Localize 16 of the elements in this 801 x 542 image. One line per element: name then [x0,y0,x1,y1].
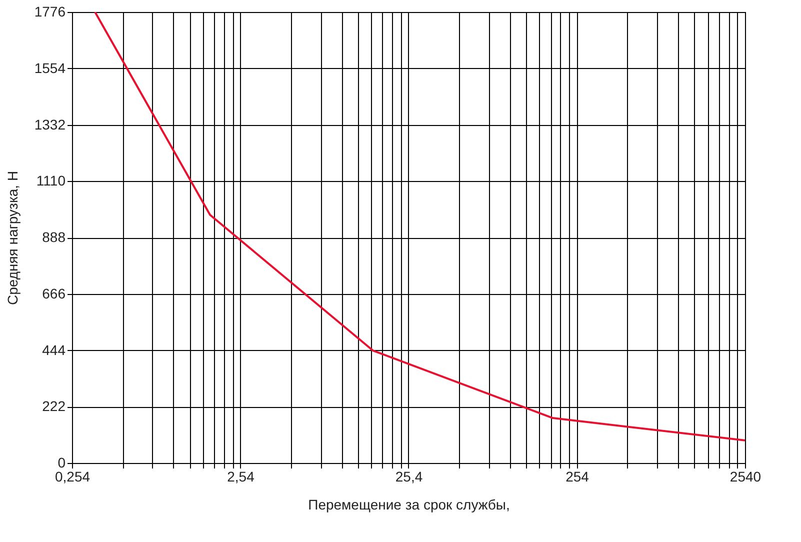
y-tick-label: 1776 [34,4,66,20]
x-tick-label: 2540 [730,468,762,484]
y-tick-label: 0 [58,454,66,470]
y-tick-label: 222 [42,398,66,414]
y-tick-label: 1332 [34,116,66,132]
y-tick-label: 888 [42,229,66,245]
x-tick-label: 254 [566,468,590,484]
y-axis-title: Средняя нагрузка, Н [4,170,20,306]
y-tick-label: 444 [42,342,66,358]
x-tick-label: 2,54 [227,468,255,484]
x-tick-label: 0,254 [54,468,90,484]
y-tick-label: 666 [42,285,66,302]
y-tick-label: 1554 [34,60,66,76]
x-tick-label: 25,4 [395,468,423,484]
x-axis-title: Перемещение за срок службы, [308,496,510,512]
y-tick-label: 1110 [36,172,66,189]
